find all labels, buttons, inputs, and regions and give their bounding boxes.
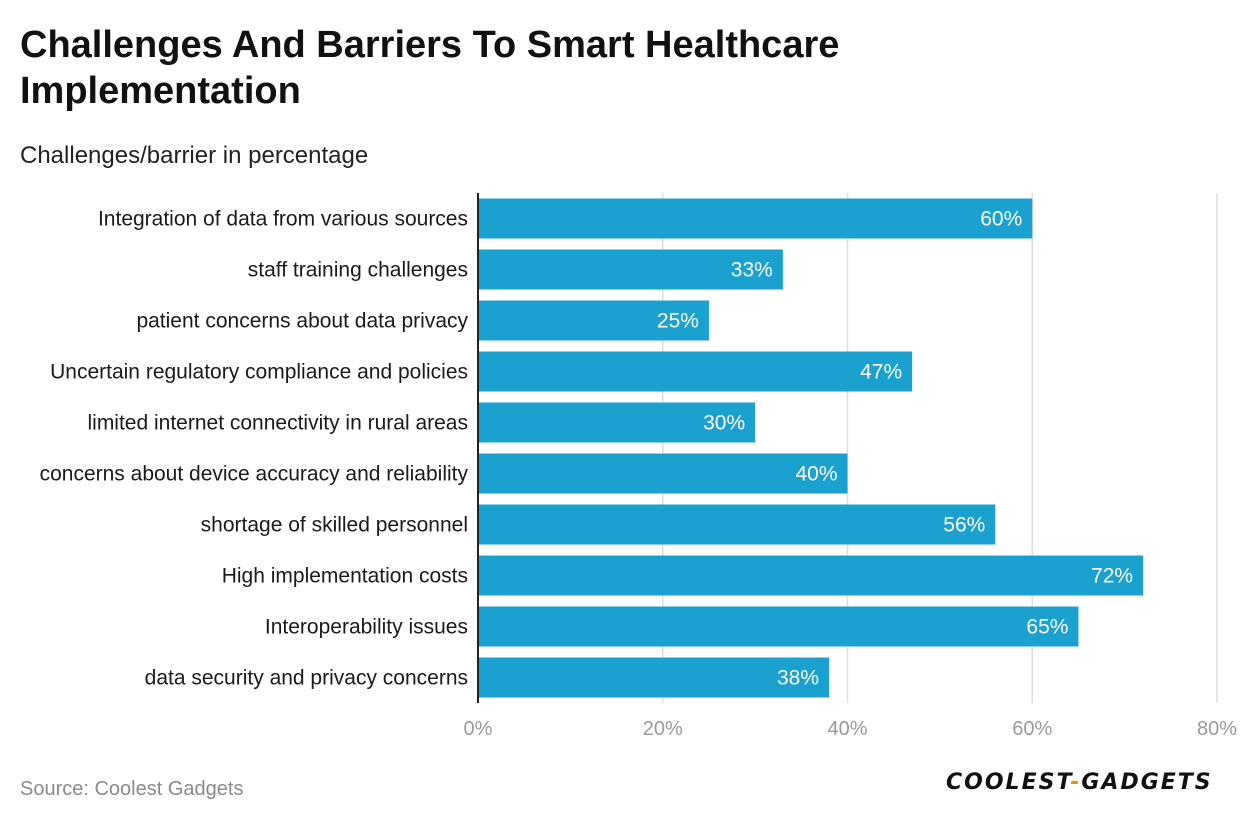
category-label: High implementation costs [222,565,468,588]
bar [478,606,1079,647]
x-tick-label: 60% [1012,718,1052,740]
bar-value-label: 72% [1091,565,1133,588]
bar-chart: 0% 20% 40% 60% 80% 60% Integration of data fro… [40,193,1237,740]
bar [478,402,756,443]
logo-right: GADGETS [1081,770,1213,795]
category-label: limited internet connectivity in rural a… [87,412,468,435]
x-tick-label: 20% [643,718,683,740]
bar [478,351,913,392]
category-label: Interoperability issues [265,616,468,639]
bar [478,657,830,698]
x-tick-label: 0% [464,718,493,740]
bar-value-label: 60% [980,208,1022,231]
x-tick-label: 40% [827,718,867,740]
source-note: Source: Coolest Gadgets [20,778,244,800]
bar-value-label: 56% [943,514,985,537]
bar-value-label: 47% [860,361,902,384]
category-label: staff training challenges [248,259,468,282]
bar-value-label: 33% [731,259,773,282]
bar-value-label: 65% [1026,616,1068,639]
category-label: patient concerns about data privacy [136,310,468,333]
category-label: Integration of data from various sources [98,208,468,231]
logo-left: COOLEST [946,770,1071,795]
bar [478,249,783,290]
bar-value-label: 25% [657,310,699,333]
category-label: concerns about device accuracy and relia… [40,463,469,486]
bar-value-label: 38% [777,667,819,690]
coolest-gadgets-logo: COOLEST-GADGETS [946,770,1213,795]
category-label: Uncertain regulatory compliance and poli… [50,361,468,384]
category-label: data security and privacy concerns [145,667,468,690]
chart-title: Challenges And Barriers To Smart Healthc… [20,24,840,112]
bar-value-label: 40% [795,463,837,486]
category-label: shortage of skilled personnel [201,514,468,537]
bar [478,504,996,545]
bar [478,198,1033,239]
chart-subtitle: Challenges/barrier in percentage [20,142,369,169]
bar-value-label: 30% [703,412,745,435]
logo-separator: - [1070,770,1082,795]
bar [478,453,848,494]
bar [478,555,1144,596]
x-tick-label: 80% [1197,718,1237,740]
bar [478,300,709,341]
